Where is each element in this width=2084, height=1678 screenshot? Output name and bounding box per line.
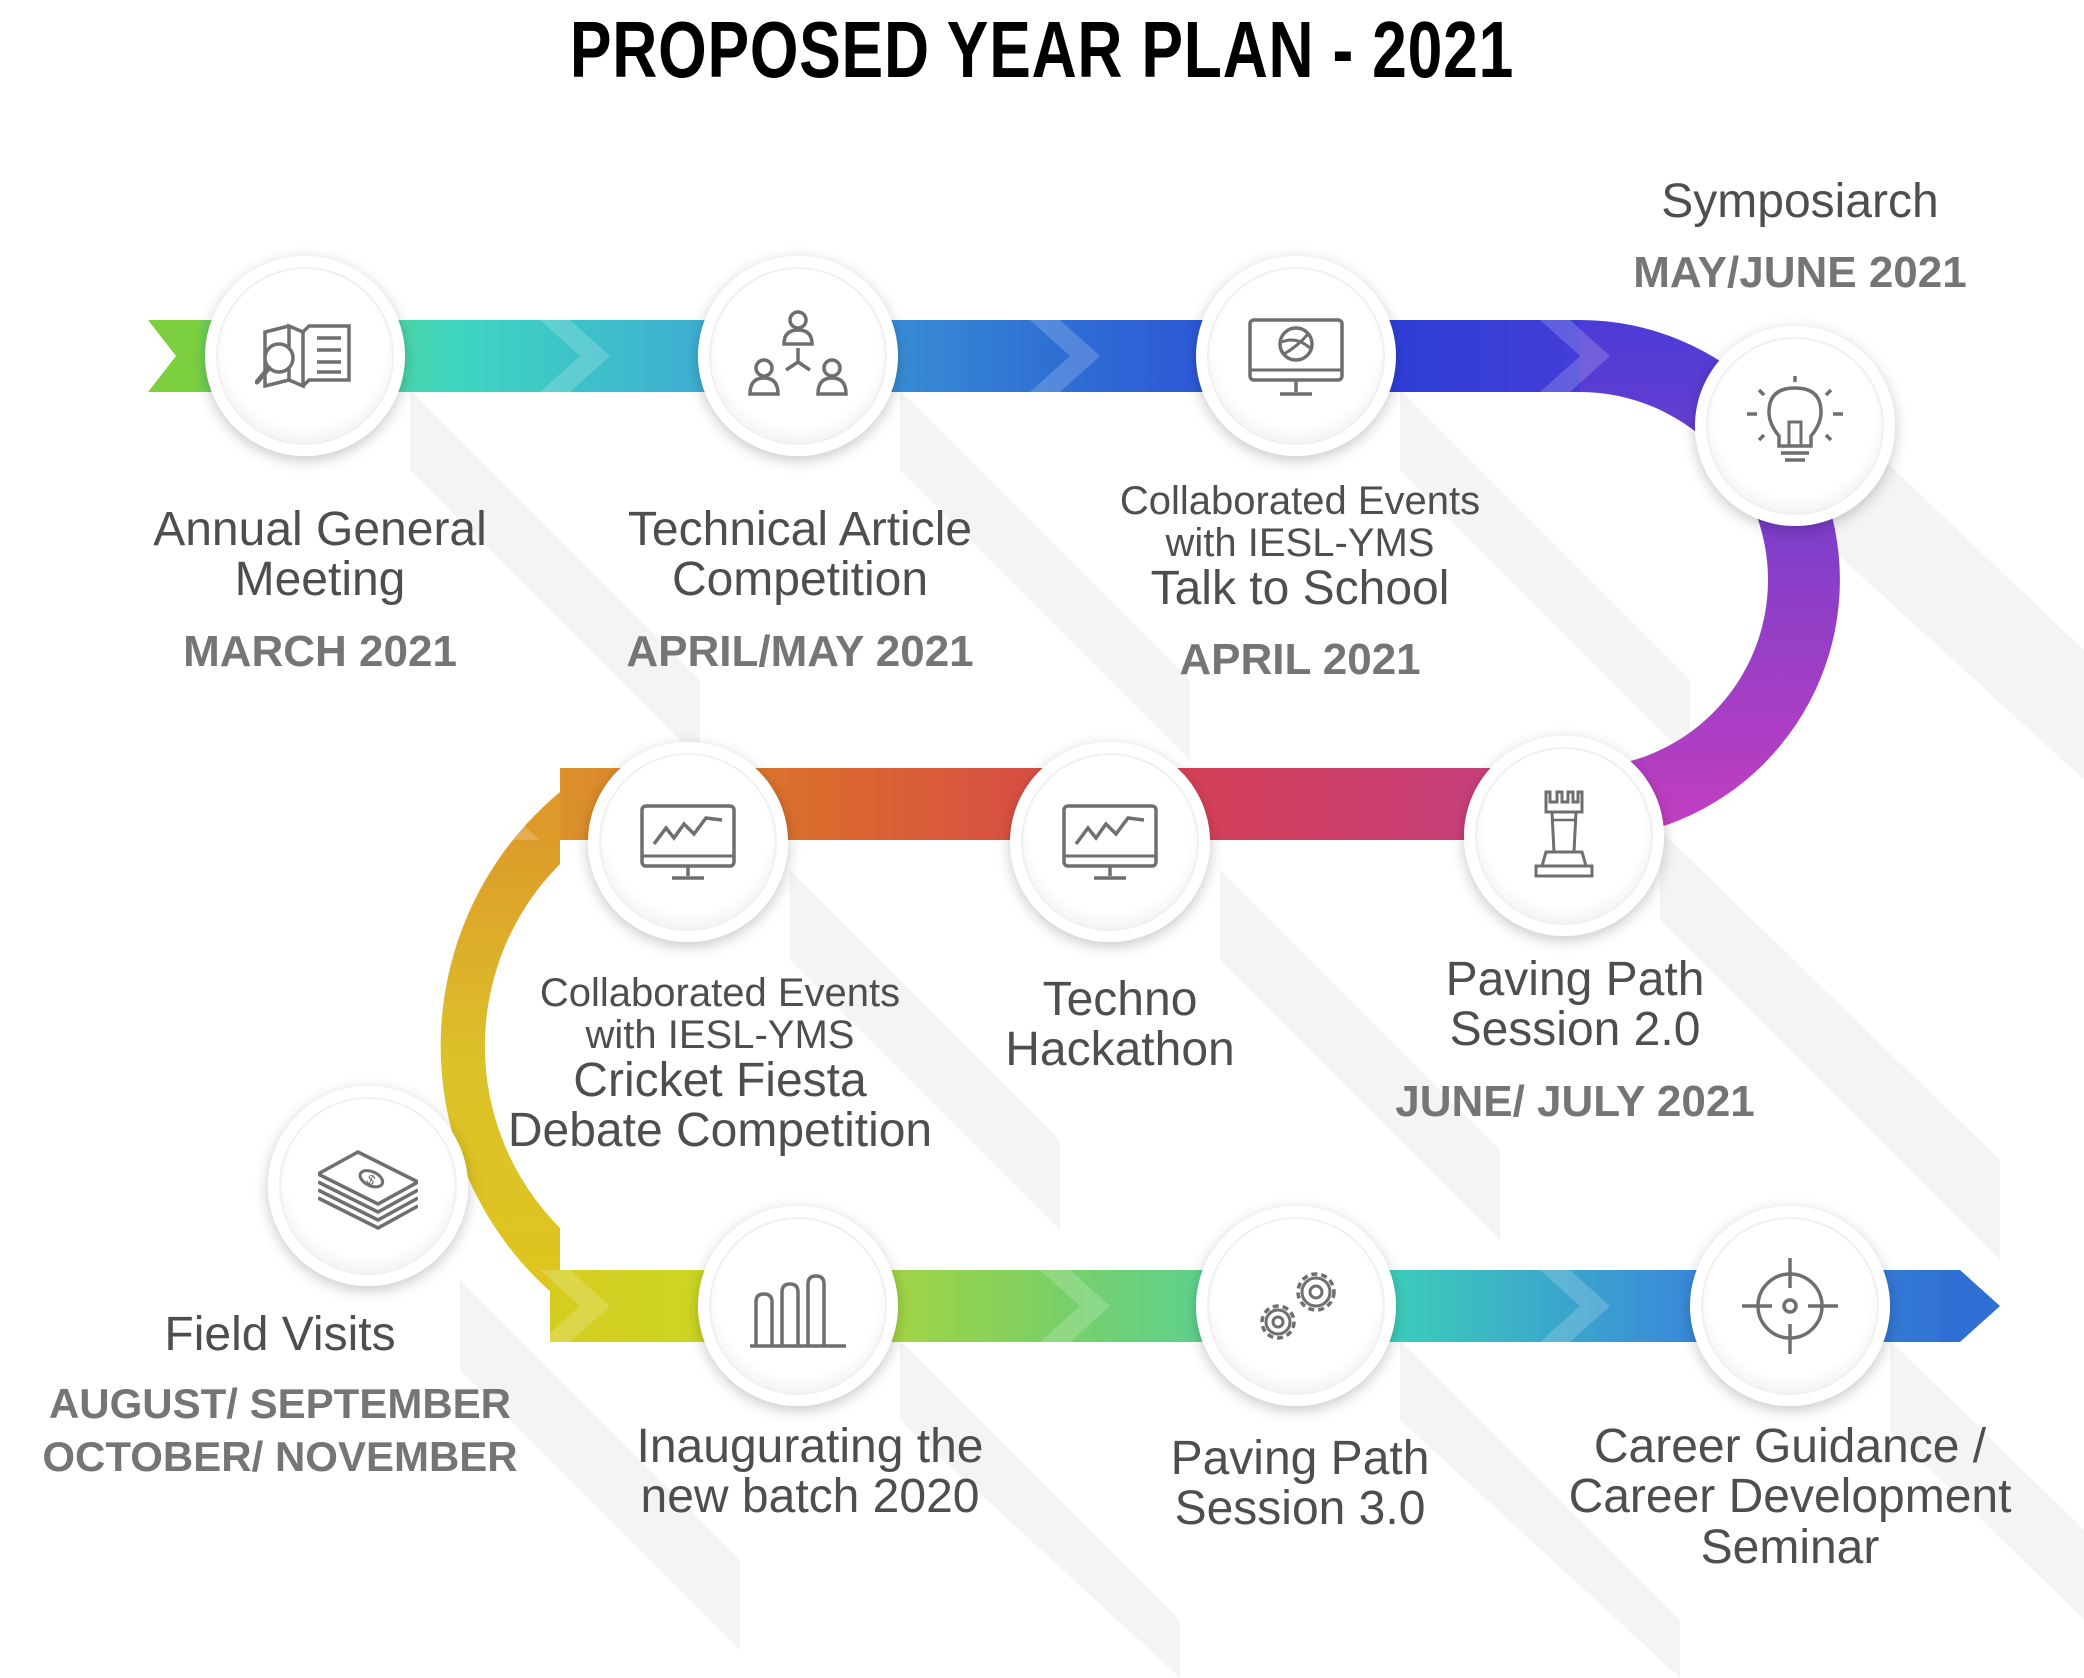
milestone-title: Debate Competition (507, 1104, 933, 1158)
milestone-title: Competition (671, 553, 929, 607)
milestone-date: APRIL 2021 (1179, 635, 1421, 685)
milestone-label-cricket-debate: Collaborated Events with IESL-YMS Cricket … (490, 972, 950, 1157)
milestone-title: Symposiarch (1661, 174, 1939, 228)
ribbon-turn-left (440, 792, 560, 1300)
milestone-label-talk-to-school: Collaborated Events with IESL-YMS Talk to … (1080, 480, 1520, 687)
milestone-title: Technical Article (627, 503, 973, 556)
milestone-title: Field Visits (164, 1308, 396, 1361)
milestone-node-symposiarch (1695, 326, 1895, 526)
milestone-pretext: Collaborated Events (539, 971, 901, 1015)
page-title: PROPOSED YEAR PLAN - 2021 (569, 5, 1515, 94)
milestone-title: Paving Path (1170, 1432, 1430, 1485)
milestone-title: Annual General (153, 503, 487, 556)
milestone-node-paving-path-3 (1196, 1206, 1396, 1406)
milestone-title: Seminar (1700, 1520, 1880, 1574)
milestone-pretext: Collaborated Events (1119, 479, 1481, 523)
milestone-title: Inaugurating the (636, 1420, 984, 1473)
milestone-title: Session 3.0 (1174, 1482, 1426, 1536)
ribbon-end-arrow (1940, 1270, 2000, 1342)
milestone-node-career (1690, 1206, 1890, 1406)
milestone-pretext: with IESL-YMS (585, 1013, 855, 1057)
milestone-node-paving-path-2 (1464, 736, 1664, 936)
milestone-label-symposiarch: Symposiarch MAY/JUNE 2021 (1600, 174, 2000, 300)
milestone-title: new batch 2020 (640, 1470, 980, 1524)
milestone-node-talk-to-school (1196, 256, 1396, 456)
milestone-date: MARCH 2021 (183, 626, 457, 676)
milestone-label-new-batch: Inaugurating the new batch 2020 (600, 1420, 1020, 1524)
milestone-node-technical-article (698, 256, 898, 456)
milestone-node-agm (205, 256, 405, 456)
milestone-label-hackathon: Techno Hackathon (960, 973, 1280, 1077)
milestone-label-paving-path-2: Paving Path Session 2.0 JUNE/ JULY 2021 (1370, 953, 1780, 1129)
milestone-label-paving-path-3: Paving Path Session 3.0 (1110, 1432, 1490, 1536)
ribbon-start-notch (148, 320, 210, 392)
milestone-node-new-batch (698, 1206, 898, 1406)
milestone-title: Career Development (1568, 1470, 2012, 1524)
milestone-title: Career Guidance / (1593, 1420, 1987, 1473)
path-shadows (410, 380, 2084, 1678)
milestone-title: Talk to School (1150, 562, 1450, 615)
milestone-date: JUNE/ JULY 2021 (1395, 1076, 1755, 1126)
milestone-date: APRIL/MAY 2021 (626, 626, 974, 676)
milestone-node-field-visits (268, 1086, 468, 1286)
milestone-title: Paving Path (1445, 953, 1705, 1006)
milestone-label-field-visits: Field Visits AUGUST/ SEPTEMBER OCTOBER/ NO… (10, 1308, 550, 1483)
milestone-title: Meeting (234, 553, 406, 607)
milestone-title: Session 2.0 (1449, 1003, 1701, 1057)
milestone-label-career: Career Guidance / Career Development Semin… (1530, 1420, 2050, 1574)
milestone-title: Techno (1042, 973, 1198, 1026)
milestone-title: Hackathon (1005, 1023, 1235, 1077)
milestone-pretext: with IESL-YMS (1165, 521, 1435, 565)
milestone-node-hackathon (1010, 742, 1210, 942)
milestone-label-technical-article: Technical Article Competition APRIL/MAY 20… (600, 503, 1000, 679)
milestone-date: OCTOBER/ NOVEMBER (42, 1432, 518, 1480)
milestone-label-agm: Annual General Meeting MARCH 2021 (120, 503, 520, 679)
milestone-date: MAY/JUNE 2021 (1633, 248, 1967, 297)
milestone-date: AUGUST/ SEPTEMBER (48, 1380, 512, 1428)
milestone-title: Cricket Fiesta (573, 1054, 867, 1107)
milestone-node-cricket-debate (588, 742, 788, 942)
